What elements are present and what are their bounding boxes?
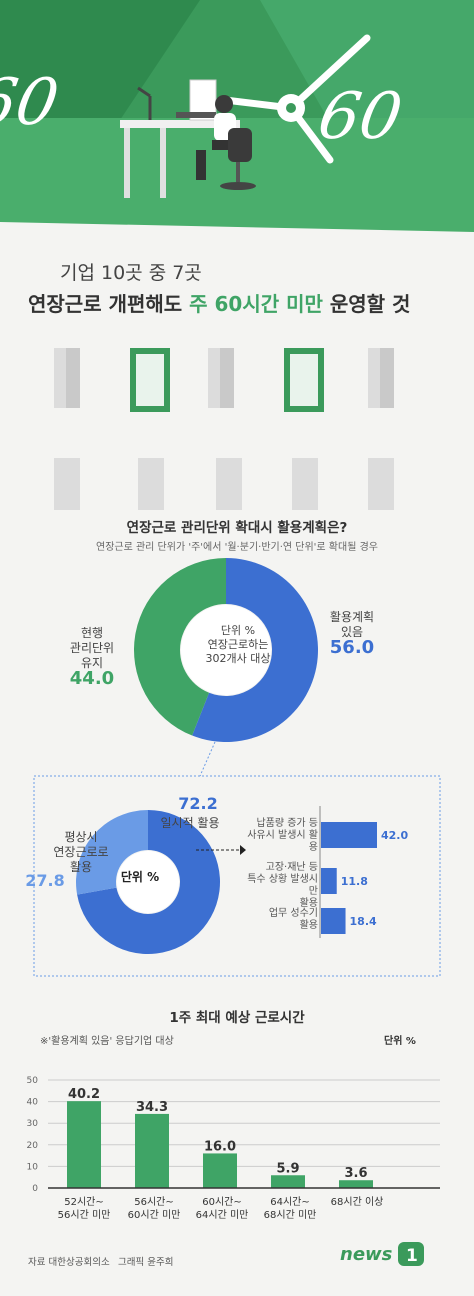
hbar-label-2-l2: 특수 상황 발생시만: [247, 874, 318, 897]
donut-right-value: 56.0: [329, 637, 375, 658]
bar-x-label-1-l1: 52시간~: [64, 1197, 104, 1208]
donut-left-label: 현행 관리단위 유지 44.0: [52, 626, 132, 689]
y-tick-label: 0: [32, 1184, 38, 1194]
footer-credit: 그래픽 윤주희: [118, 1257, 174, 1268]
detail-left-label-3: 활용: [69, 860, 93, 874]
bar-2: [135, 1113, 169, 1188]
detail-left-value: 27.8: [25, 871, 65, 890]
y-tick-label: 50: [27, 1076, 39, 1086]
bar-chart: 50 40 30 20 10 0 40.2 34.3 16.0 5.9 3.6: [27, 1076, 440, 1194]
donut-hole: [117, 851, 179, 913]
hbar-2: [321, 868, 337, 894]
detail-left-label-2: 연장근로로: [53, 845, 109, 859]
bar-title: 1주 최대 예상 근로시간: [169, 1010, 305, 1026]
bar-x-label-3: 60시간~ 64시간 미만: [190, 1196, 254, 1222]
donut-center-unit: 단위 %: [220, 624, 256, 637]
slice-plan-yes: [192, 558, 318, 742]
bar-x-label-3-l2: 64시간 미만: [195, 1210, 249, 1221]
hbar-label-2-l1: 고장·재난 등: [265, 862, 318, 873]
y-tick-label: 10: [27, 1162, 39, 1172]
headline-line2: 연장근로 개편해도 주 60시간 미만 운영할 것: [28, 288, 410, 317]
hero-clock-right: 60: [313, 79, 408, 153]
donut-center-line3: 302개사 대상: [205, 652, 271, 665]
slice-keep-current: [133, 558, 226, 736]
bar-unit: 단위 %: [384, 1036, 416, 1047]
hbar-label-3-l1: 업무 성수기: [268, 908, 318, 919]
slice-regular-use: [76, 810, 148, 895]
bar-x-label-2-l1: 56시간~: [134, 1197, 174, 1208]
bar-note: ※'활용계획 있음' 응답기업 대상: [40, 1036, 174, 1047]
headline-line2-pre: 연장근로 개편해도: [28, 292, 190, 316]
headline-line2-post: 운영할 것: [322, 292, 411, 316]
y-tick-label: 30: [27, 1119, 39, 1129]
bar-x-label-4-l2: 68시간 미만: [263, 1210, 317, 1221]
bar-1: [67, 1101, 101, 1188]
bar-value-3: 16.0: [204, 1139, 236, 1154]
donut-left-label-2: 관리단위: [69, 641, 115, 655]
hbar-label-1-l2: 사유시 발생시 활용: [247, 830, 318, 853]
main-donut: [133, 558, 318, 742]
detail-top-value: 72.2: [178, 794, 218, 813]
hbar-label-1-l1: 납품량 증가 등: [256, 818, 318, 829]
detail-top-label: 일시적 활용: [160, 816, 220, 830]
detail-panel: 42.0 11.8 18.4: [33, 741, 441, 977]
bar-x-label-2: 56시간~ 60시간 미만: [122, 1196, 186, 1222]
detail-left-label: 평상시 연장근로로 활용: [42, 830, 120, 875]
news1-logo: news 1: [340, 1240, 430, 1268]
bar-value-5: 3.6: [344, 1166, 367, 1181]
bar-x-label-4: 64시간~ 68시간 미만: [258, 1196, 322, 1222]
bar-5: [339, 1180, 373, 1188]
donut-hole: [181, 605, 271, 695]
bar-value-2: 34.3: [136, 1100, 168, 1115]
bar-x-label-4-l1: 64시간~: [270, 1197, 310, 1208]
donut-left-label-3: 유지: [80, 656, 104, 670]
headline-line2-highlight: 주 60시간 미만: [189, 292, 323, 316]
bar-x-label-1-l2: 56시간 미만: [57, 1210, 111, 1221]
donut-right-label-2: 있음: [340, 625, 364, 639]
hero-illustration: 60 60: [0, 0, 474, 250]
bar-x-label-5: 68시간 이상: [322, 1196, 392, 1209]
detail-center: 단위 %: [120, 870, 160, 884]
slice-temporary-use: [77, 810, 221, 954]
y-tick-label: 20: [27, 1141, 39, 1151]
detail-left-label-1: 평상시: [64, 830, 98, 844]
bar-x-label-3-l1: 60시간~: [202, 1197, 242, 1208]
hbar-label-1: 납품량 증가 등 사유시 발생시 활용: [244, 818, 318, 854]
hbar-label-2: 고장·재난 등 특수 상황 발생시만 활용: [240, 862, 318, 910]
bar-x-label-5-l1: 68시간 이상: [330, 1197, 384, 1208]
hbar-label-2-l3: 활용: [299, 898, 318, 909]
donut-left-value: 44.0: [69, 668, 115, 689]
hbar-value-3: 18.4: [350, 915, 377, 928]
donut-title: 연장근로 관리단위 확대시 활용계획은?: [126, 520, 348, 536]
bar-x-label-1: 52시간~ 56시간 미만: [52, 1196, 116, 1222]
bar-x-label-2-l2: 60시간 미만: [127, 1210, 181, 1221]
hbar-3: [321, 908, 346, 934]
donut-subtitle: 연장근로 관리 단위가 '주'에서 '월·분기·반기·연 단위'로 확대될 경우: [96, 542, 378, 553]
hbar-label-3-l2: 활용: [299, 920, 318, 931]
svg-text:1: 1: [406, 1246, 418, 1266]
headline-line1: 기업 10곳 중 7곳: [60, 262, 202, 284]
bar-3: [203, 1153, 237, 1188]
donut-center: 단위 % 연장근로하는 302개사 대상: [190, 624, 286, 666]
hbar-value-2: 11.8: [341, 875, 368, 888]
hbar-label-3: 업무 성수기 활용: [244, 908, 318, 932]
hbar-1: [321, 822, 377, 848]
bar-value-4: 5.9: [276, 1161, 299, 1176]
y-tick-label: 40: [27, 1098, 39, 1108]
donut-right-label-1: 활용계획: [329, 610, 375, 624]
bar-4: [271, 1175, 305, 1188]
donut-center-line2: 연장근로하는: [207, 638, 269, 651]
svg-text:news: news: [340, 1244, 393, 1265]
bar-value-1: 40.2: [68, 1087, 100, 1102]
donut-left-label-1: 현행: [80, 626, 104, 640]
footer-source: 자료 대한상공회의소: [28, 1257, 110, 1268]
donut-right-label: 활용계획 있음 56.0: [312, 610, 392, 658]
hbar-value-1: 42.0: [381, 829, 408, 842]
